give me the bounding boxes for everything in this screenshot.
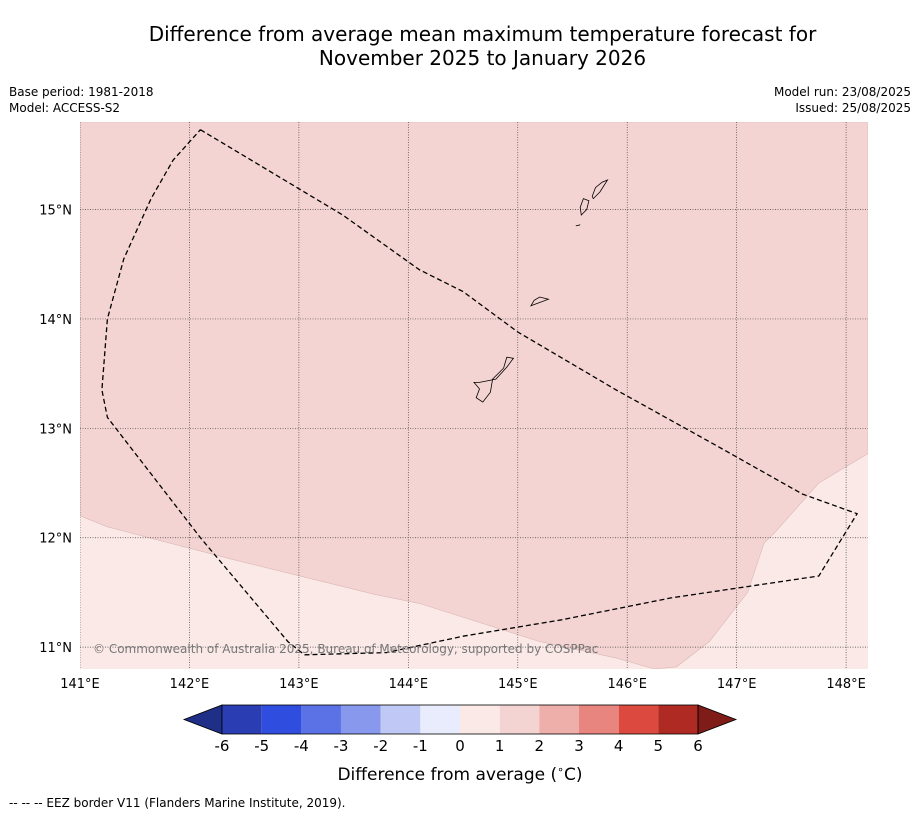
colorbar-tick-label: 3 bbox=[574, 737, 584, 755]
colorbar-bin bbox=[301, 705, 341, 734]
lon-tick-label: 146°E bbox=[607, 677, 647, 692]
colorbar: -6 -5 -4 -3 -2 -1 0 1 2 3 4 5 6 Difference from avera… bbox=[182, 704, 738, 785]
island-rota bbox=[529, 296, 550, 307]
island-saipan bbox=[591, 179, 609, 200]
eez-border bbox=[101, 129, 859, 656]
map-title: Difference from average mean maximum tem… bbox=[50, 22, 915, 70]
title-line-2: November 2025 to January 2026 bbox=[318, 46, 647, 70]
model-run: Model run: 23/08/2025 bbox=[773, 85, 911, 99]
colorbar-bin bbox=[341, 705, 381, 734]
copyright-watermark: © Commonwealth of Australia 2025, Bureau… bbox=[93, 642, 598, 656]
colorbar-tick-label: 6 bbox=[693, 737, 703, 755]
lon-tick-label: 141°E bbox=[60, 677, 100, 692]
colorbar-tick-label: 2 bbox=[535, 737, 545, 755]
colorbar-bin bbox=[222, 705, 262, 734]
island-guam bbox=[473, 356, 515, 403]
colorbar-tick-label: 4 bbox=[614, 737, 624, 755]
colorbar-tick-label: -5 bbox=[254, 737, 269, 755]
colorbar-bin bbox=[380, 705, 421, 734]
lon-tick-label: 145°E bbox=[498, 677, 538, 692]
colorbar-bin bbox=[499, 705, 540, 734]
colorbar-extend-above bbox=[697, 704, 738, 735]
colorbar-bin bbox=[460, 705, 500, 734]
meta-left: Base period: 1981-2018 Model: ACCESS-S2 bbox=[9, 84, 154, 116]
colorbar-bin bbox=[579, 705, 619, 734]
lat-tick-label: 14°N bbox=[39, 313, 72, 328]
lat-tick-label: 15°N bbox=[39, 204, 72, 219]
colorbar-bin bbox=[420, 705, 460, 734]
colorbar-bin bbox=[618, 705, 659, 734]
base-period: Base period: 1981-2018 bbox=[9, 85, 154, 99]
model-name: Model: ACCESS-S2 bbox=[9, 101, 121, 115]
island-aguijan bbox=[575, 224, 581, 227]
colorbar-bin bbox=[658, 705, 698, 734]
eez-legend-note: -- -- -- EEZ border V11 (Flanders Marine… bbox=[9, 796, 346, 810]
map-plot-area: © Commonwealth of Australia 2025, Bureau… bbox=[80, 122, 868, 669]
colorbar-bin bbox=[261, 705, 302, 734]
colorbar-outline bbox=[221, 704, 699, 735]
lon-tick-label: 142°E bbox=[170, 677, 210, 692]
lat-tick-label: 11°N bbox=[39, 641, 72, 656]
colorbar-extend-below bbox=[182, 704, 223, 735]
colorbar-tick-label: -3 bbox=[334, 737, 349, 755]
lat-tick-label: 13°N bbox=[39, 422, 72, 437]
lon-tick-label: 144°E bbox=[389, 677, 429, 692]
colorbar-tick-label: 0 bbox=[455, 737, 465, 755]
map-axes: 141°E 142°E 143°E 144°E 145°E 146°E 147°E 148°E… bbox=[39, 204, 866, 692]
issued-date: Issued: 25/08/2025 bbox=[795, 101, 911, 115]
title-line-1: Difference from average mean maximum tem… bbox=[148, 22, 817, 46]
anomaly-region-1-to-2 bbox=[80, 122, 868, 669]
lon-tick-label: 147°E bbox=[717, 677, 757, 692]
colorbar-label: Difference from average (∘C) bbox=[337, 763, 582, 785]
lon-tick-label: 148°E bbox=[826, 677, 866, 692]
colorbar-tick-label: -1 bbox=[413, 737, 428, 755]
lat-tick-label: 12°N bbox=[39, 532, 72, 547]
meta-right: Model run: 23/08/2025 Issued: 25/08/2025 bbox=[774, 84, 911, 116]
colorbar-tick-label: -2 bbox=[373, 737, 388, 755]
colorbar-tick-label: -4 bbox=[294, 737, 309, 755]
island-tinian bbox=[579, 198, 590, 216]
colorbar-bin bbox=[539, 705, 579, 734]
colorbar-tick-label: 5 bbox=[654, 737, 664, 755]
colorbar-tick-label: -6 bbox=[215, 737, 230, 755]
lon-tick-label: 143°E bbox=[279, 677, 319, 692]
colorbar-tick-label: 1 bbox=[495, 737, 505, 755]
